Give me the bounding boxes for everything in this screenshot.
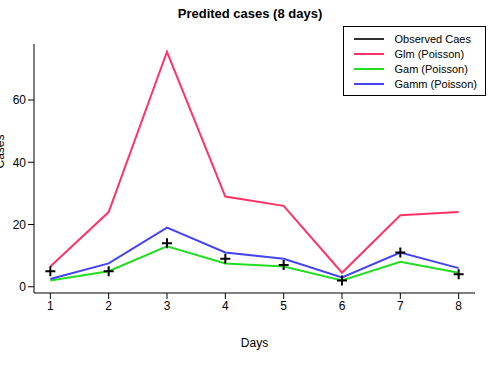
- svg-text:7: 7: [397, 299, 404, 313]
- svg-text:40: 40: [13, 156, 27, 170]
- svg-text:6: 6: [339, 299, 346, 313]
- svg-text:5: 5: [280, 299, 287, 313]
- html-text:Glm (Poisson): Glm (Poisson): [394, 47, 465, 60]
- svg-text:60: 60: [13, 93, 27, 107]
- svg-text:Days: Days: [241, 336, 268, 350]
- svg-text:20: 20: [13, 218, 27, 232]
- html-text:Predited cases (8 days): Predited cases (8 days): [177, 6, 323, 21]
- svg-text:4: 4: [222, 299, 229, 313]
- svg-text:3: 3: [164, 299, 171, 313]
- html-text:Observed Caes: Observed Caes: [394, 32, 471, 45]
- svg-text:2: 2: [105, 299, 112, 313]
- svg-text:1: 1: [47, 299, 54, 313]
- html-text:Gamm (Poisson): Gamm (Poisson): [394, 77, 477, 90]
- svg-text:8: 8: [455, 299, 462, 313]
- html-text:Gam (Poisson): Gam (Poisson): [394, 62, 468, 75]
- svg-text:0: 0: [19, 280, 26, 294]
